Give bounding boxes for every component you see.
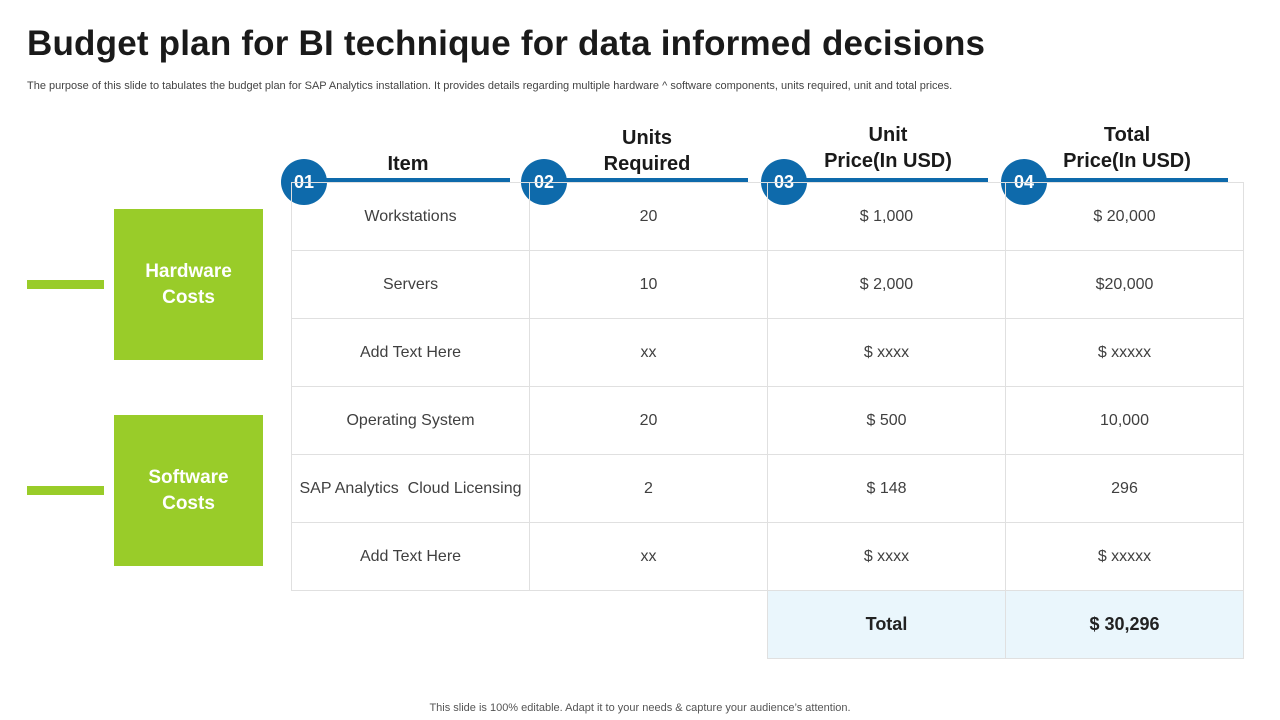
table-cell-unit-price: $ xxxx — [767, 522, 1006, 591]
column-header-units-line1: Units — [622, 127, 672, 149]
page-title: Budget plan for BI technique for data in… — [27, 24, 986, 63]
column-header-unit-price-line2: Price(In USD) — [824, 150, 952, 172]
column-line-1 — [304, 178, 510, 182]
table-cell-item: Add Text Here — [291, 522, 530, 591]
table-cell-units: xx — [529, 522, 768, 591]
table-cell-item: Workstations — [291, 182, 530, 251]
column-header-item-text: Item — [387, 153, 429, 175]
software-costs-box: Software Costs — [114, 415, 263, 566]
hardware-costs-label: Hardware Costs — [145, 260, 232, 308]
table-row: Workstations 20 $ 1,000 $ 20,000 — [291, 182, 1244, 251]
column-header-units: Units Required — [547, 125, 747, 177]
empty-cell — [292, 591, 530, 659]
hardware-dash — [27, 280, 104, 289]
column-header-item: Item — [308, 151, 508, 177]
column-header-total-price-line2: Price(In USD) — [1063, 150, 1191, 172]
table-cell-total-price: $ 20,000 — [1005, 182, 1244, 251]
table-row: Add Text Here xx $ xxxx $ xxxxx — [291, 522, 1244, 591]
table-cell-total-price: $ xxxxx — [1005, 318, 1244, 387]
table-cell-units: 20 — [529, 182, 768, 251]
table-cell-units: 2 — [529, 454, 768, 523]
empty-cell — [530, 591, 768, 659]
budget-table: Workstations 20 $ 1,000 $ 20,000 Servers… — [291, 182, 1244, 659]
table-cell-units: 10 — [529, 250, 768, 319]
column-header-units-line2: Required — [603, 153, 691, 175]
page-subtitle: The purpose of this slide to tabulates t… — [27, 80, 953, 92]
column-line-2 — [544, 178, 748, 182]
column-header-unit-price-line1: Unit — [868, 124, 908, 146]
total-row: Total $ 30,296 — [292, 590, 1244, 659]
table-cell-unit-price: $ 1,000 — [767, 182, 1006, 251]
table-cell-unit-price: $ 148 — [767, 454, 1006, 523]
table-cell-unit-price: $ xxxx — [767, 318, 1006, 387]
column-line-4 — [1023, 178, 1228, 182]
table-row: SAP Analytics Cloud Licensing 2 $ 148 29… — [291, 454, 1244, 523]
table-cell-total-price: 296 — [1005, 454, 1244, 523]
software-costs-label: Software Costs — [148, 466, 229, 514]
table-cell-units: xx — [529, 318, 768, 387]
table-row: Servers 10 $ 2,000 $20,000 — [291, 250, 1244, 319]
total-value: $ 30,296 — [1005, 590, 1244, 659]
table-row: Add Text Here xx $ xxxx $ xxxxx — [291, 318, 1244, 387]
hardware-costs-box: Hardware Costs — [114, 209, 263, 360]
table-cell-total-price: $ xxxxx — [1005, 522, 1244, 591]
table-cell-unit-price: $ 500 — [767, 386, 1006, 455]
column-header-unit-price: Unit Price(In USD) — [788, 122, 988, 174]
table-cell-item: Add Text Here — [291, 318, 530, 387]
footer-note: This slide is 100% editable. Adapt it to… — [429, 702, 851, 714]
software-dash — [27, 486, 104, 495]
table-row: Operating System 20 $ 500 10,000 — [291, 386, 1244, 455]
column-header-total-price: Total Price(In USD) — [1027, 122, 1227, 174]
table-cell-units: 20 — [529, 386, 768, 455]
column-line-3 — [784, 178, 988, 182]
table-cell-item: SAP Analytics Cloud Licensing — [291, 454, 530, 523]
total-label: Total — [767, 590, 1006, 659]
table-cell-total-price: $20,000 — [1005, 250, 1244, 319]
table-cell-unit-price: $ 2,000 — [767, 250, 1006, 319]
table-cell-total-price: 10,000 — [1005, 386, 1244, 455]
table-cell-item: Operating System — [291, 386, 530, 455]
column-header-total-price-line1: Total — [1103, 124, 1151, 146]
table-cell-item: Servers — [291, 250, 530, 319]
